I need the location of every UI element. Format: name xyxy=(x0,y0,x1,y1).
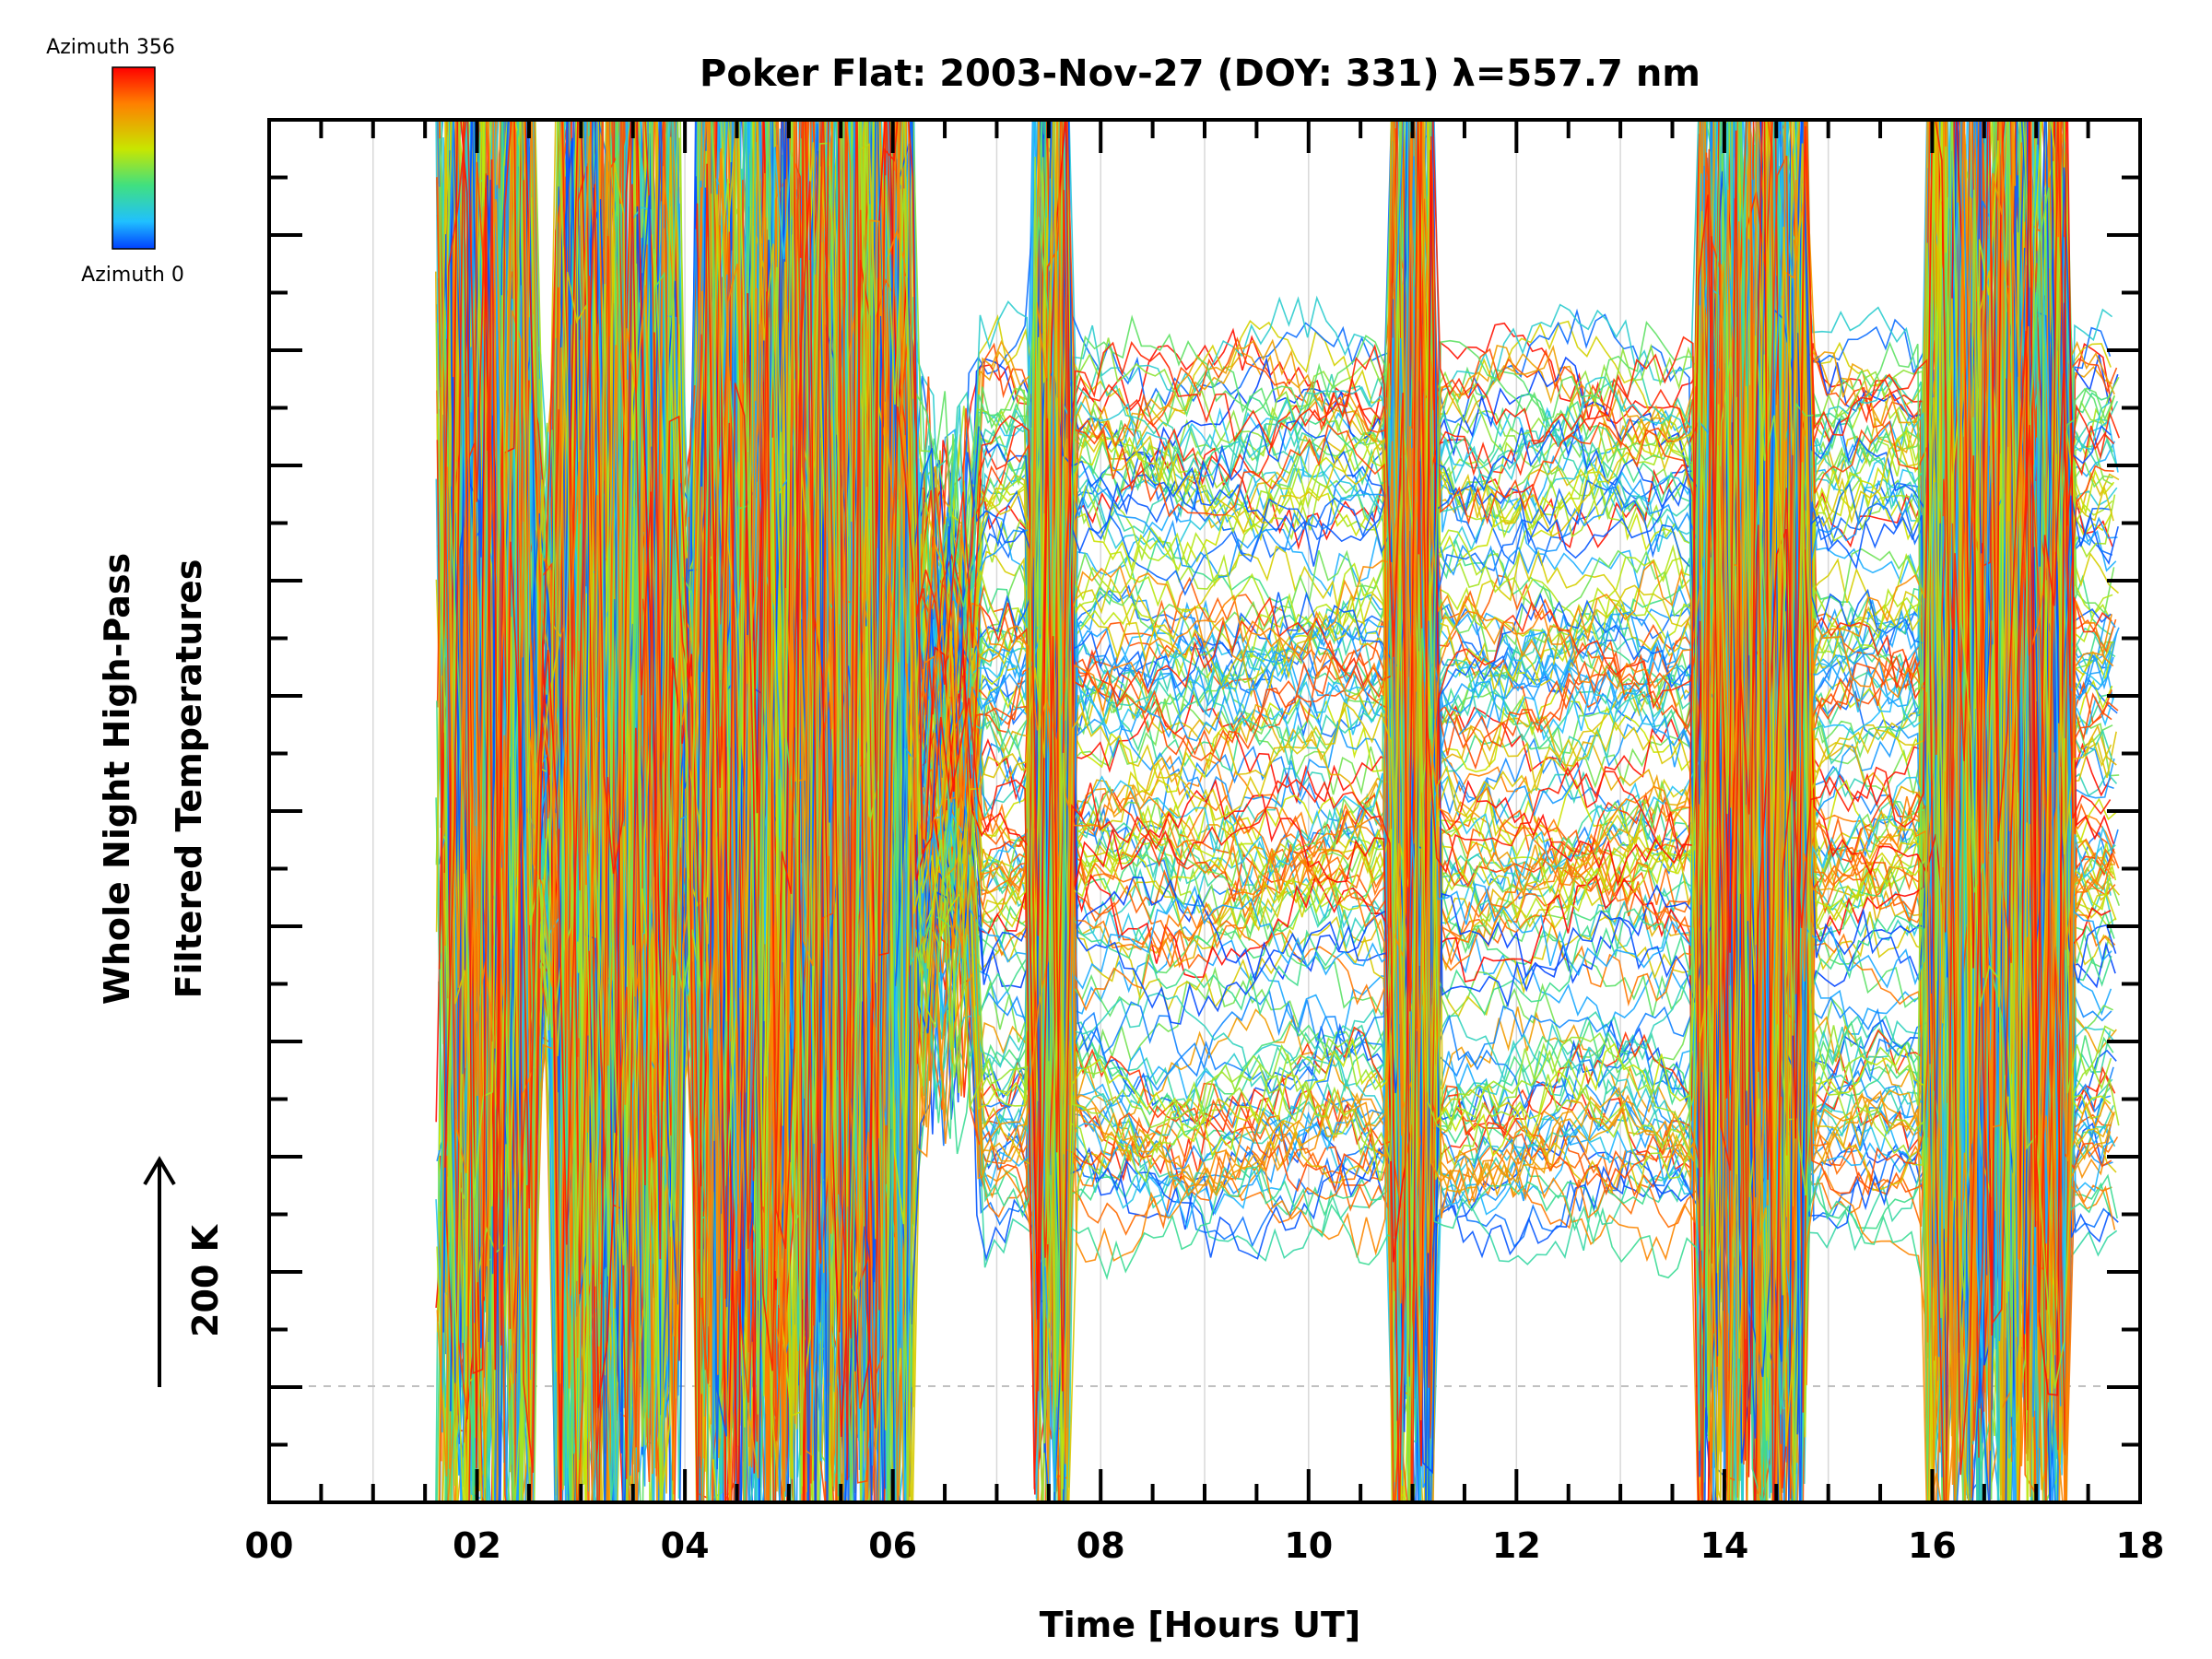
x-tick-label: 08 xyxy=(1077,1525,1125,1566)
colorbar-gradient xyxy=(112,67,155,249)
chart-title: Poker Flat: 2003-Nov-27 (DOY: 331) λ=557… xyxy=(700,53,1700,95)
y-axis-label-line2: Filtered Temperatures xyxy=(169,559,209,999)
scale-bar-label: 200 K xyxy=(185,1223,226,1337)
colorbar-top-label: Azimuth 356 xyxy=(46,36,175,59)
chart-figure: Azimuth 356 Azimuth 0 Poker Flat: 2003-N… xyxy=(0,0,2212,1659)
x-tick-label: 06 xyxy=(868,1525,917,1566)
x-tick-label: 12 xyxy=(1492,1525,1541,1566)
x-tick-label: 18 xyxy=(2116,1525,2165,1566)
x-tick-label: 00 xyxy=(245,1525,294,1566)
x-axis-label: Time [Hours UT] xyxy=(1040,1605,1361,1645)
temperature-traces xyxy=(436,51,2120,1571)
azimuth-colorbar: Azimuth 356 Azimuth 0 xyxy=(46,36,184,287)
temperature-trace xyxy=(437,51,2112,1516)
colorbar-bottom-label: Azimuth 0 xyxy=(81,264,184,287)
scale-bar: 200 K xyxy=(145,1159,226,1387)
x-tick-labels: 00 02 04 06 08 10 12 14 16 18 xyxy=(245,1525,2165,1566)
x-tick-label: 10 xyxy=(1284,1525,1333,1566)
x-tick-label: 04 xyxy=(661,1525,710,1566)
x-tick-label: 16 xyxy=(1908,1525,1957,1566)
x-tick-label: 14 xyxy=(1700,1525,1748,1566)
y-axis-label-line1: Whole Night High-Pass xyxy=(97,553,137,1005)
x-tick-label: 02 xyxy=(453,1525,501,1566)
